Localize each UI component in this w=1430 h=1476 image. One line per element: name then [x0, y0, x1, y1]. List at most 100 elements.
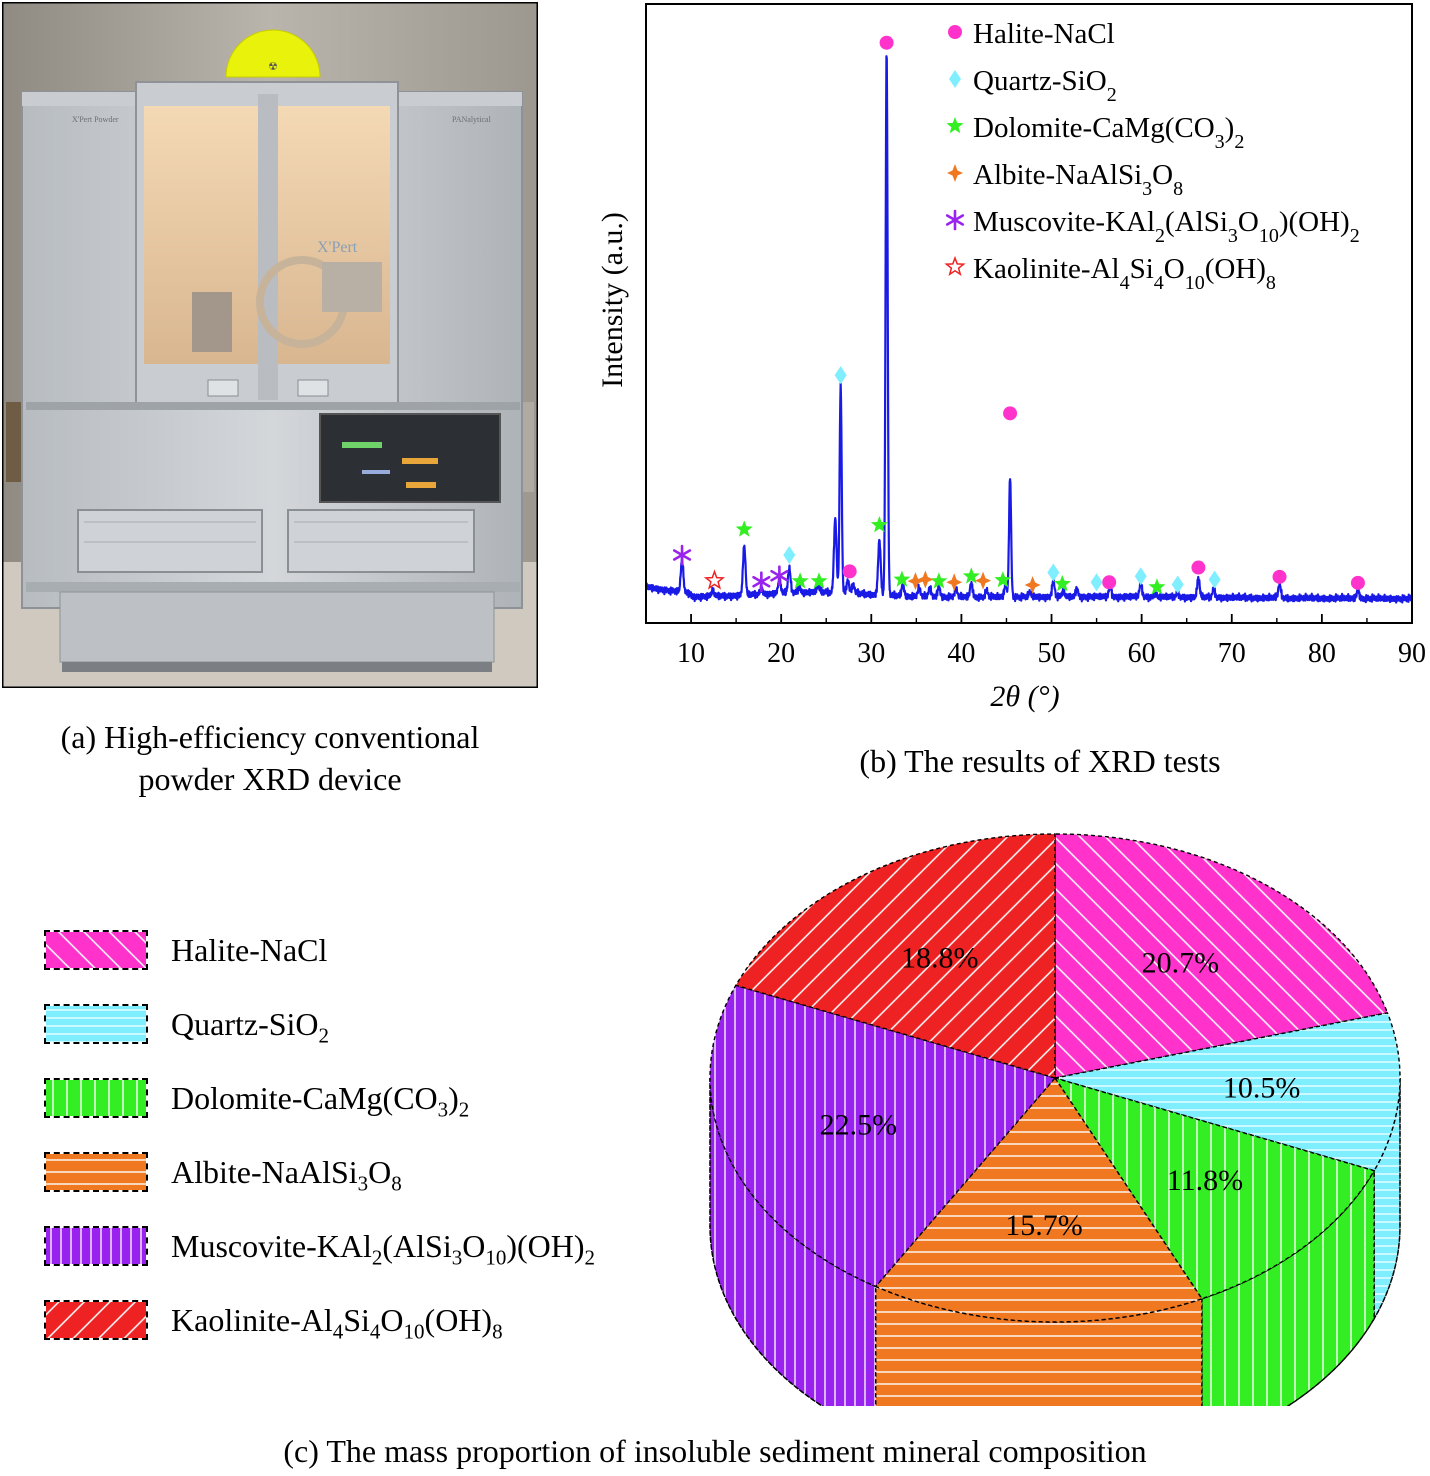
- peak-marker-star: [735, 520, 753, 537]
- x-tick-label: 20: [767, 638, 795, 669]
- peak-marker-sparkle: [946, 573, 963, 592]
- legend-marker-sparkle: [947, 164, 963, 182]
- peak-marker-star: [1148, 578, 1166, 595]
- peak-marker-diamond: [1171, 575, 1184, 594]
- xrd-device-photo: ☢ X'Pert Powder PANalytical X'Pert: [0, 0, 540, 690]
- xrd-legend-label: Quartz-SiO2: [973, 65, 1117, 106]
- peak-marker-diamond: [1047, 563, 1060, 582]
- peak-marker-circle: [1102, 575, 1117, 590]
- x-tick-label: 80: [1308, 638, 1336, 669]
- peak-marker-sparkle: [1024, 576, 1041, 594]
- pie-legend-swatch-quartz: [44, 1004, 148, 1044]
- pie-label-quartz: 10.5%: [1223, 1072, 1301, 1105]
- x-tick-label: 90: [1398, 638, 1426, 669]
- panel-b-caption: (b) The results of XRD tests: [859, 743, 1221, 779]
- pie-legend-label-kaolinite: Kaolinite-Al4Si4O10(OH)8: [171, 1302, 503, 1344]
- panel-a-caption-line1: (a) High-efficiency conventional: [60, 719, 480, 755]
- pie-legend-label-quartz: Quartz-SiO2: [171, 1006, 330, 1048]
- peak-marker-diamond: [1090, 573, 1103, 592]
- peak-marker-circle: [1191, 560, 1206, 575]
- pie-legend-swatch-halite: [44, 930, 148, 970]
- xrd-x-axis-label: 2θ (°): [990, 680, 1059, 713]
- pie-legend-swatch-albite: [44, 1152, 148, 1192]
- pie-legend-item-albite: Albite-NaAlSi3O8: [44, 1148, 664, 1196]
- x-tick-label: 30: [857, 638, 885, 669]
- peak-marker-asterisk: [752, 571, 771, 593]
- yellow-dome-symbol: ☢: [268, 61, 278, 73]
- peak-marker-circle: [1272, 569, 1287, 584]
- pie-slice-muscovite: [709, 984, 1057, 1288]
- pie-legend-label-dolomite: Dolomite-CaMg(CO3)2: [171, 1080, 470, 1122]
- peak-marker-star: [870, 516, 888, 533]
- xrd-legend-label: Halite-NaCl: [973, 18, 1115, 50]
- peak-marker-star: [1053, 574, 1071, 592]
- peak-marker-circle: [842, 564, 857, 579]
- x-tick-label: 50: [1038, 638, 1066, 669]
- pie-slice-quartz: [1054, 1012, 1401, 1172]
- peak-marker-sparkle: [917, 570, 934, 589]
- pie-legend-label-albite: Albite-NaAlSi3O8: [171, 1154, 402, 1196]
- pie-legend-swatch-dolomite: [44, 1078, 148, 1118]
- peak-marker-diamond: [783, 546, 796, 565]
- peak-marker-asterisk: [770, 565, 789, 587]
- peak-marker-star: [893, 570, 911, 587]
- pie-slice-dolomite: [1053, 1076, 1376, 1300]
- pie-legend-item-muscovite: Muscovite-KAl2(AlSi3O10)(OH)2: [44, 1222, 664, 1270]
- peak-marker-diamond: [834, 366, 847, 385]
- peak-marker-circle: [1350, 575, 1365, 590]
- legend-marker-circle: [948, 25, 962, 39]
- photo-inner-label: X'Pert: [317, 239, 358, 256]
- panel-a-caption-line2: powder XRD device: [138, 761, 402, 797]
- legend-marker-open-star: [944, 255, 966, 277]
- x-tick-label: 70: [1218, 638, 1246, 669]
- pie-label-kaolinite: 18.8%: [901, 941, 979, 974]
- pie-label-albite: 15.7%: [1005, 1209, 1083, 1242]
- xrd-legend-label: Kaolinite-Al4Si4O10(OH)8: [973, 253, 1276, 294]
- pie-legend-item-quartz: Quartz-SiO2: [44, 1000, 664, 1048]
- legend-marker-diamond: [949, 70, 961, 88]
- xrd-legend-label: Albite-NaAlSi3O8: [973, 159, 1183, 200]
- photo-brand-label: PANalytical: [452, 115, 492, 124]
- peak-marker-diamond: [1208, 570, 1221, 589]
- pie-side-outline: [709, 1078, 1401, 1406]
- xrd-legend-label: Muscovite-KAl2(AlSi3O10)(OH)2: [973, 206, 1360, 247]
- xrd-pattern-line: [645, 55, 1413, 604]
- peak-marker-sparkle: [907, 572, 924, 591]
- peak-marker-circle: [1003, 406, 1018, 421]
- pie-slice-halite: [1054, 833, 1389, 1079]
- xrd-line-chart: 10 20 30 40 50 60 70 80 90 Halite-NaCl Quartz-SiO…: [596, 3, 1426, 713]
- x-tick-label: 40: [947, 638, 975, 669]
- pie-side-albite: [874, 1285, 1203, 1406]
- peak-marker-star: [791, 572, 809, 589]
- peak-marker-sparkle: [975, 571, 992, 590]
- legend-marker-star: [946, 117, 964, 134]
- xrd-y-axis-label: Intensity (a.u.): [596, 212, 629, 388]
- pie-slice-kaolinite: [734, 833, 1056, 1079]
- photo-model-label: X'Pert Powder: [72, 115, 119, 124]
- pie-side-dolomite: [1201, 1168, 1375, 1406]
- pie-label-halite: 20.7%: [1142, 946, 1220, 979]
- pie-label-muscovite: 22.5%: [820, 1109, 898, 1142]
- legend-marker-asterisk: [945, 209, 965, 231]
- peak-marker-star: [962, 567, 980, 584]
- peak-marker-circle: [879, 35, 894, 50]
- peak-marker-open-star: [703, 569, 726, 590]
- pie-legend-item-kaolinite: Kaolinite-Al4Si4O10(OH)8: [44, 1296, 664, 1344]
- mineral-pie-chart: 20.7% 10.5% 11.8% 15.7% 22.5% 18.8%: [709, 833, 1401, 1406]
- peak-marker-star: [994, 571, 1012, 588]
- peak-marker-star: [930, 572, 948, 589]
- pie-legend-label-muscovite: Muscovite-KAl2(AlSi3O10)(OH)2: [171, 1228, 595, 1270]
- pie-legend-swatch-kaolinite: [44, 1300, 148, 1340]
- panel-a-caption: (a) High-efficiency conventional powder …: [10, 716, 530, 800]
- x-tick-label: 10: [677, 638, 705, 669]
- xrd-plot-frame: [645, 3, 1413, 624]
- pie-label-dolomite: 11.8%: [1167, 1164, 1243, 1197]
- xrd-device-illustration: ☢ X'Pert Powder PANalytical X'Pert: [0, 0, 540, 690]
- peak-marker-asterisk: [672, 544, 692, 566]
- pie-legend-item-halite: Halite-NaCl: [44, 926, 664, 974]
- x-tick-label: 60: [1128, 638, 1156, 669]
- pie-slice-albite: [874, 1076, 1203, 1323]
- pie-legend-item-dolomite: Dolomite-CaMg(CO3)2: [44, 1074, 664, 1122]
- panel-c-caption: (c) The mass proportion of insoluble sed…: [283, 1433, 1147, 1469]
- pie-legend-label-halite: Halite-NaCl: [171, 932, 328, 968]
